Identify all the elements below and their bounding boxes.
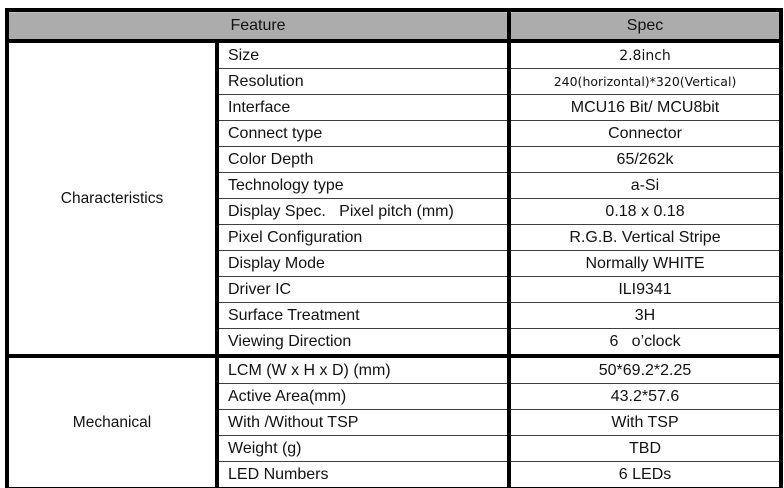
table-row: Pixel Configuration R.G.B. Vertical Stri…	[7, 224, 782, 251]
spec-cell: Normally WHITE	[509, 250, 782, 277]
spec-cell: 65/262k	[509, 146, 782, 173]
feature-cell: Resolution	[217, 68, 512, 95]
table-row: Connect type Connector	[7, 120, 782, 147]
table-row: Interface MCU16 Bit/ MCU8bit	[7, 94, 782, 121]
feature-cell: Surface Treatment	[217, 302, 512, 329]
spec-cell: 3H	[509, 302, 782, 329]
table-row: LED Numbers 6 LEDs	[7, 461, 782, 488]
feature-cell: LED Numbers	[217, 461, 512, 488]
feature-cell: Color Depth	[217, 146, 512, 173]
feature-cell: LCM (W x H x D) (mm)	[217, 354, 512, 384]
feature-cell: Display Mode	[217, 250, 512, 277]
feature-cell: Driver IC	[217, 276, 512, 303]
feature-cell: Active Area(mm)	[217, 383, 512, 410]
table-row: Mechanical LCM (W x H x D) (mm) 50*69.2*…	[7, 354, 782, 488]
table-row: Technology type a-Si	[7, 172, 782, 199]
table-row: Resolution 240(horizontal)*320(Vertical)	[7, 68, 782, 95]
spec-cell: ILI9341	[509, 276, 782, 303]
feature-cell: With /Without TSP	[217, 409, 512, 436]
section-label-mechanical: Mechanical	[7, 354, 219, 488]
spec-cell: a-Si	[509, 172, 782, 199]
header-row: Feature Spec	[7, 10, 782, 43]
feature-cell: Technology type	[217, 172, 512, 199]
table-row: Color Depth 65/262k	[7, 146, 782, 173]
table-row: Driver IC ILI9341	[7, 276, 782, 303]
table-row: Viewing Direction 6 o’clock	[7, 328, 782, 356]
feature-cell: Weight (g)	[217, 435, 512, 462]
spec-cell: 0.18 x 0.18	[509, 198, 782, 225]
spec-cell: With TSP	[509, 409, 782, 436]
spec-cell: 50*69.2*2.25	[509, 354, 782, 384]
table-row: Active Area(mm) 43.2*57.6	[7, 383, 782, 410]
feature-cell: Pixel Configuration	[217, 224, 512, 251]
table-row: With /Without TSP With TSP	[7, 409, 782, 436]
feature-cell: Display Spec. Pixel pitch (mm)	[217, 198, 512, 225]
section-label-characteristics: Characteristics	[7, 39, 219, 356]
feature-cell: Connect type	[217, 120, 512, 147]
spec-cell: 43.2*57.6	[509, 383, 782, 410]
table-row: Weight (g) TBD	[7, 435, 782, 462]
feature-cell: Viewing Direction	[217, 328, 512, 356]
spec-table: Feature Spec Characteristics Size 2.8inc…	[5, 8, 784, 488]
spec-cell: 6 LEDs	[509, 461, 782, 488]
feature-column-header: Feature	[7, 10, 512, 43]
spec-cell: 240(horizontal)*320(Vertical)	[509, 68, 782, 95]
table-row: Characteristics Size 2.8inch	[7, 39, 782, 356]
spec-cell: 6 o’clock	[509, 328, 782, 356]
spec-cell: TBD	[509, 435, 782, 462]
feature-cell: Interface	[217, 94, 512, 121]
spec-cell: R.G.B. Vertical Stripe	[509, 224, 782, 251]
spec-cell: 2.8inch	[509, 39, 782, 69]
table-row: Display Spec. Pixel pitch (mm) 0.18 x 0.…	[7, 198, 782, 225]
table-row: Display Mode Normally WHITE	[7, 250, 782, 277]
spec-cell: Connector	[509, 120, 782, 147]
spec-cell: MCU16 Bit/ MCU8bit	[509, 94, 782, 121]
feature-cell: Size	[217, 39, 512, 69]
spec-column-header: Spec	[509, 10, 782, 43]
table-row: Surface Treatment 3H	[7, 302, 782, 329]
